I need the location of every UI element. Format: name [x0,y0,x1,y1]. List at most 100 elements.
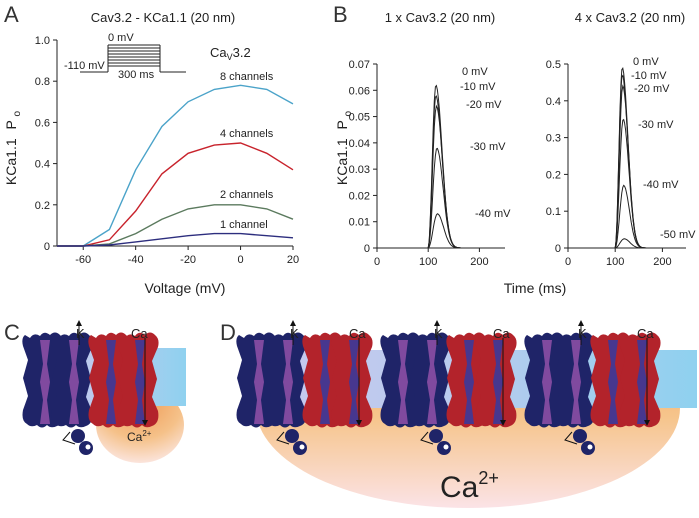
panel-d-label: D [220,320,236,345]
panel-a-ylabel-p: P [3,120,19,129]
panel-b-right-trace-label: 0 mV [633,56,659,68]
panel-a: A Cav3.2 - KCa1.1 (20 nm) KCa1.1 P o Vol… [3,2,299,296]
panel-b-left-ytick-label: 0.03 [349,164,370,176]
panel-c-beta-subunit [71,429,85,443]
panel-d-unit-2-k-channel-b [409,332,451,428]
panel-d-unit-3-k-channel-b-pore [571,340,581,424]
panel-d-unit-2-k-arrow-head [434,320,440,326]
panel-c: C K Ca Ca2+ [4,320,186,463]
panel-d-unit-3-k-channel-b [553,332,595,428]
panel-d-unit-1-ca-sensor [299,444,305,450]
panel-d-unit-3-ca-sensor [587,444,593,450]
panel-d-ion-labels: K Ca K Ca K Ca [290,326,654,341]
panel-d-unit-3-k-channel [524,332,566,428]
panel-d: D K Ca K Ca K Ca Ca2+ [220,300,697,508]
panel-a-ytick-label: 0.2 [35,200,50,212]
panel-d-k-label: K [434,326,443,341]
panel-d-unit-3-linker [564,431,578,445]
panel-b-right-xtick-label: 0 [565,256,571,268]
panel-a-label: A [4,2,19,27]
panel-d-unit-1-k-arrow-head [290,320,296,326]
panel-d-unit-1-beta-subunit [285,429,299,443]
panel-b-ylabel: KCa1.1 P o [334,110,354,185]
panel-a-series-label: 1 channel [220,219,268,231]
panel-c-k-channel-pore [40,340,50,424]
panel-b-left-trace--30mV [377,147,505,249]
panel-c-k-arrow-head [76,320,82,326]
panel-b-left-xtick-label: 100 [419,256,437,268]
panel-d-unit-3-ca-arrow-head [644,420,650,426]
panel-b-left-axes: 0 0.01 0.02 0.03 0.04 0.05 0.06 0.07 0 100 200 [349,59,505,268]
panel-c-label: C [4,320,20,345]
panel-c-ca-channel [88,332,130,428]
panel-d-unit-3-k-channel-pore [542,340,552,424]
panel-b-left-trace-label: -10 mV [460,81,496,93]
panel-b-right-xtick-label: 100 [606,256,624,268]
panel-d-unit-3-beta-subunit [573,429,587,443]
panel-b-right-trace-label: -20 mV [634,83,670,95]
panel-d-k-label: K [578,326,587,341]
panel-b-right-trace-label: -30 mV [638,119,674,131]
panel-b-label: B [333,2,348,27]
panel-b-right-xtick-label: 200 [653,256,671,268]
panel-a-axes: 0 0.2 0.4 0.6 0.8 1.0 -60 -40 -20 0 20 [35,35,299,266]
panel-d-unit-2-ca-channel [446,332,488,428]
panel-a-xlabel: Voltage (mV) [145,280,226,296]
panel-b-right-axes: 0 0.1 0.2 0.3 0.4 0.5 0 100 200 [546,59,686,268]
panel-d-unit-3-k-arrow-head [578,320,584,326]
panel-d-ca-ion: Ca2+ [440,468,499,504]
panel-b-right-ytick-label: 0.3 [546,133,561,145]
panel-a-ylabel-o: o [12,110,23,116]
panel-b-left-trace-label: -20 mV [466,99,502,111]
panel-a-xtick-label: 0 [237,254,243,266]
panel-a-inset: -110 mV 0 mV 300 ms [64,32,186,81]
panel-b-right-trace--50mV [568,238,686,249]
panel-c-ca-ion: Ca2+ [127,429,152,444]
inset-top-label: 0 mV [108,32,134,44]
panel-b-left-trace-label: 0 mV [462,66,488,78]
panel-b-left-ytick-label: 0.07 [349,59,370,71]
panel-d-unit-1-k-channel-pore [254,340,264,424]
panel-d-unit-2-ca-channel-b [475,332,517,428]
panel-b: B 1 x Cav3.2 (20 nm) 4 x Cav3.2 (20 nm) … [333,2,696,296]
cav-tail: 3.2 [233,45,251,60]
panel-b-ylabel-p: P [334,120,350,129]
panel-c-ca-label: Ca [131,326,148,341]
panel-b-right-ytick-label: 0.5 [546,59,561,71]
panel-c-k-label: K [76,326,85,341]
panel-b-right-ytick-label: 0.2 [546,169,561,181]
panel-a-xtick-label: -60 [75,254,91,266]
panel-a-series-label: 8 channels [220,71,274,83]
cav-main: Ca [210,45,227,60]
panel-c-ca-ion-main: Ca [127,430,143,444]
panel-c-k-channel-b-pore [69,340,79,424]
panel-a-xtick-label: -40 [128,254,144,266]
panel-d-unit-1-ca-arrow-head [356,420,362,426]
panel-c-k-channel [22,332,64,428]
panel-d-unit-2-beta-subunit [429,429,443,443]
panel-d-unit-2-ca-channel-b-pore [493,340,503,424]
panel-d-unit-1-k-channel-b-pore [283,340,293,424]
panel-a-ytick-label: 0.8 [35,76,50,88]
panel-a-series-label: 2 channels [220,189,274,201]
panel-d-ca-label: Ca [493,326,510,341]
panel-d-unit-1-k-channel-b [265,332,307,428]
panel-a-cav-annotation: CaV3.2 [210,45,251,62]
panel-b-left-ytick-label: 0.01 [349,217,370,229]
panel-b-left-lines: 0 mV -10 mV -20 mV -30 mV -40 mV [377,66,511,249]
panel-b-title-left: 1 x Cav3.2 (20 nm) [385,10,496,25]
panel-a-ylabel: KCa1.1 P o [3,110,23,185]
panel-d-unit-3-ca-channel-b [619,332,661,428]
panel-d-ca-label: Ca [637,326,654,341]
panel-b-left-ytick-label: 0 [364,243,370,255]
panel-d-k-label: K [290,326,299,341]
panel-a-ytick-label: 0.6 [35,117,50,129]
panel-a-xtick-label: 20 [287,254,299,266]
panel-a-xtick-label: -20 [180,254,196,266]
panel-b-left-xtick-label: 0 [374,256,380,268]
panel-d-channels [236,320,661,455]
panel-a-ytick-label: 0 [44,241,50,253]
panel-a-series-8-channels [57,84,294,247]
panel-d-unit-3-ca-channel [590,332,632,428]
panel-a-series-labels: 8 channels 4 channels 2 channels 1 channel [220,71,274,231]
